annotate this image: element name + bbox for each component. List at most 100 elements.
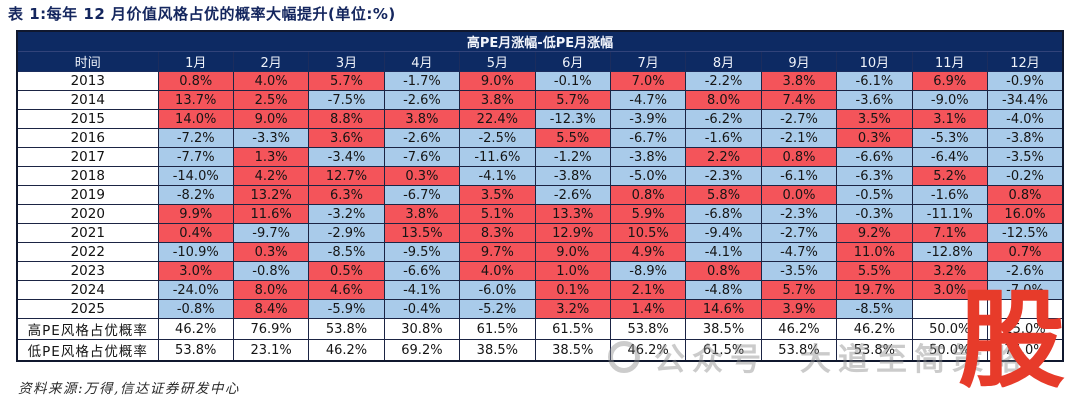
return-value-cell: 13.5% xyxy=(383,223,461,243)
return-value-cell: -4.8% xyxy=(685,280,762,300)
return-value-cell: 7.4% xyxy=(760,90,838,110)
return-value-cell: -3.6% xyxy=(836,90,913,110)
return-value-cell: 0.8% xyxy=(685,261,762,281)
return-value-cell: 10.5% xyxy=(609,223,687,243)
return-value-cell: -4.1% xyxy=(383,280,461,300)
return-value-cell: -5.9% xyxy=(308,299,385,319)
year-row: 2013 0.8% 4.0% 5.7% -1.7% 9.0% -0.1% 7.0% -2.2% 3… xyxy=(16,71,1064,91)
return-value-cell: 11.0% xyxy=(836,242,913,262)
return-value-cell: -11.1% xyxy=(911,204,988,224)
return-value-cell: -2.2% xyxy=(685,71,762,91)
return-value-cell: -2.5% xyxy=(459,128,536,148)
probability-row-label: 高PE风格占优概率 xyxy=(16,318,159,340)
return-value-cell: -7.7% xyxy=(157,147,234,167)
month-column-header: 6月 xyxy=(534,51,611,72)
month-column-header: 10月 xyxy=(836,51,913,72)
return-value-cell: 0.8% xyxy=(986,185,1064,205)
return-value-cell: 0.8% xyxy=(609,185,687,205)
return-value-cell: -3.3% xyxy=(232,128,310,148)
year-row: 2023 3.0% -0.8% 0.5% -6.6% 4.0% 1.0% -8.9% 0.8% -… xyxy=(16,261,1064,281)
year-row: 2017 -7.7% 1.3% -3.4% -7.6% -11.6% -1.2% -3.8% 2… xyxy=(16,147,1064,167)
year-row: 2025 -0.8% 8.4% -5.9% -0.4% -5.2% 3.2% 1.4% 14.6… xyxy=(16,299,1064,319)
return-value-cell: 4.0% xyxy=(232,71,310,91)
probability-value-cell: 46.2% xyxy=(836,318,913,340)
year-label-cell: 2016 xyxy=(16,128,159,148)
return-value-cell: -6.7% xyxy=(609,128,687,148)
return-value-cell: -0.4% xyxy=(383,299,461,319)
probability-value-cell: 75.0% xyxy=(986,339,1064,362)
year-label-cell: 2017 xyxy=(16,147,159,167)
return-value-cell: 6.9% xyxy=(911,71,988,91)
year-row: 2014 13.7% 2.5% -7.5% -2.6% 3.8% 5.7% -4.7% 8.0%… xyxy=(16,90,1064,110)
time-column-header: 时间 xyxy=(16,51,159,72)
return-value-cell: 2.2% xyxy=(685,147,762,167)
return-value-cell: -3.9% xyxy=(609,109,687,129)
year-row: 2024 -24.0% 8.0% 4.6% -4.1% -6.0% 0.1% 2.1% -4.8… xyxy=(16,280,1064,300)
column-header-row: 时间 1月 2月 3月 4月 5月 6月 7月 8月 9月 10月 11月 12月 xyxy=(16,51,1064,72)
month-column-header: 5月 xyxy=(459,51,536,72)
year-row: 2016 -7.2% -3.3% 3.6% -2.6% -2.5% 5.5% -6.7% -1.… xyxy=(16,128,1064,148)
probability-value-cell: 46.2% xyxy=(308,339,385,362)
probability-value-cell: 46.2% xyxy=(760,318,838,340)
return-value-cell: -1.7% xyxy=(383,71,461,91)
return-value-cell: 9.2% xyxy=(836,223,913,243)
probability-value-cell: 38.5% xyxy=(685,318,762,340)
return-value-cell: -0.8% xyxy=(157,299,234,319)
return-value-cell: 4.2% xyxy=(232,166,310,186)
return-value-cell: 9.7% xyxy=(459,242,536,262)
return-value-cell: -2.6% xyxy=(986,261,1064,281)
return-value-cell: 14.0% xyxy=(157,109,234,129)
return-value-cell xyxy=(911,299,988,319)
probability-value-cell: 25.0% xyxy=(986,318,1064,340)
return-value-cell: 8.4% xyxy=(232,299,310,319)
return-value-cell: -12.5% xyxy=(986,223,1064,243)
month-column-header: 11月 xyxy=(911,51,988,72)
return-value-cell: 0.3% xyxy=(836,128,913,148)
return-value-cell: 4.0% xyxy=(459,261,536,281)
probability-value-cell: 38.5% xyxy=(459,339,536,362)
return-value-cell: 3.2% xyxy=(534,299,611,319)
return-value-cell: -12.3% xyxy=(534,109,611,129)
group-header-row: 高PE月涨幅-低PE月涨幅 xyxy=(16,30,1064,52)
return-value-cell: -6.1% xyxy=(760,166,838,186)
probability-value-cell: 53.8% xyxy=(157,339,234,362)
probability-value-cell: 53.8% xyxy=(609,318,687,340)
monthly-return-table: 高PE月涨幅-低PE月涨幅 时间 1月 2月 3月 4月 5月 6月 7月 8月 9月 10月 11月… xyxy=(16,30,1064,362)
return-value-cell: -6.8% xyxy=(685,204,762,224)
return-value-cell: -4.1% xyxy=(459,166,536,186)
year-row: 2018 -14.0% 4.2% 12.7% 0.3% -4.1% -3.8% -5.0% -2… xyxy=(16,166,1064,186)
return-value-cell: 0.3% xyxy=(383,166,461,186)
return-value-cell: -7.2% xyxy=(157,128,234,148)
return-value-cell: 14.6% xyxy=(685,299,762,319)
month-column-header: 1月 xyxy=(157,51,234,72)
year-label-cell: 2015 xyxy=(16,109,159,129)
return-value-cell: -3.4% xyxy=(308,147,385,167)
return-value-cell: 0.8% xyxy=(157,71,234,91)
return-value-cell: 3.0% xyxy=(157,261,234,281)
return-value-cell: -3.2% xyxy=(308,204,385,224)
probability-value-cell: 61.5% xyxy=(534,318,611,340)
return-value-cell: -6.6% xyxy=(836,147,913,167)
return-value-cell: 13.7% xyxy=(157,90,234,110)
return-value-cell: -7.6% xyxy=(383,147,461,167)
probability-value-cell: 46.2% xyxy=(609,339,687,362)
year-label-cell: 2025 xyxy=(16,299,159,319)
return-value-cell: 3.1% xyxy=(911,109,988,129)
return-value-cell: -5.3% xyxy=(911,128,988,148)
return-value-cell: 22.4% xyxy=(459,109,536,129)
return-value-cell: -6.7% xyxy=(383,185,461,205)
return-value-cell: -2.7% xyxy=(760,109,838,129)
return-value-cell: 2.5% xyxy=(232,90,310,110)
month-column-header: 8月 xyxy=(685,51,762,72)
return-value-cell: -34.4% xyxy=(986,90,1064,110)
return-value-cell: 3.6% xyxy=(308,128,385,148)
return-value-cell: -0.3% xyxy=(836,204,913,224)
return-value-cell: 0.3% xyxy=(232,242,310,262)
month-column-header: 3月 xyxy=(308,51,385,72)
return-value-cell: -0.1% xyxy=(534,71,611,91)
year-label-cell: 2019 xyxy=(16,185,159,205)
probability-value-cell: 53.8% xyxy=(836,339,913,362)
return-value-cell: 8.0% xyxy=(685,90,762,110)
return-value-cell: -10.9% xyxy=(157,242,234,262)
table-container: 高PE月涨幅-低PE月涨幅 时间 1月 2月 3月 4月 5月 6月 7月 8月 9月 10月 11月… xyxy=(16,30,1064,362)
